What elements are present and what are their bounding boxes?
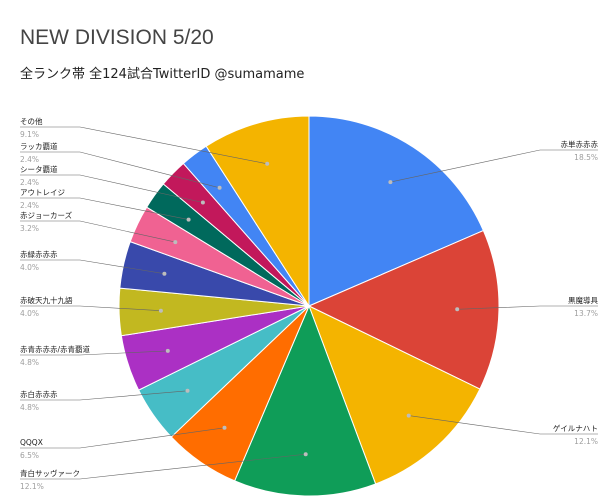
slice-percent-1: 13.7% xyxy=(574,309,598,318)
leader-line-4 xyxy=(20,427,225,449)
leader-dot-9 xyxy=(173,240,178,245)
slice-percent-5: 4.8% xyxy=(20,403,39,412)
slice-label-8: 赤緑赤赤赤 xyxy=(20,249,58,259)
leader-dot-5 xyxy=(185,388,190,393)
leader-dot-3 xyxy=(303,452,308,457)
slice-percent-0: 18.5% xyxy=(574,153,598,162)
slice-percent-7: 4.0% xyxy=(20,309,39,318)
slice-percent-8: 4.0% xyxy=(20,263,39,272)
slice-percent-4: 6.5% xyxy=(20,451,39,460)
leader-line-7 xyxy=(20,305,161,311)
pie-slice-2[interactable] xyxy=(308,305,481,485)
leader-dot-1 xyxy=(455,307,460,312)
leader-dot-8 xyxy=(162,271,167,276)
chart-title: NEW DIVISION 5/20 xyxy=(20,26,214,49)
leader-line-1 xyxy=(457,305,598,310)
leader-line-12 xyxy=(20,151,220,189)
leader-dot-12 xyxy=(217,185,222,190)
leader-line-5 xyxy=(20,390,188,401)
leader-dot-13 xyxy=(265,161,270,166)
slice-percent-2: 12.1% xyxy=(574,437,598,446)
leader-line-13 xyxy=(20,126,268,165)
leader-line-2 xyxy=(408,415,598,435)
leader-line-0 xyxy=(390,149,598,183)
pie-slices xyxy=(118,115,500,497)
slice-percent-6: 4.8% xyxy=(20,358,39,367)
leader-line-6 xyxy=(20,350,168,356)
slice-label-5: 赤白赤赤赤 xyxy=(20,389,58,399)
slice-percent-9: 3.2% xyxy=(20,224,39,233)
leader-dot-7 xyxy=(158,308,163,313)
leader-line-11 xyxy=(20,174,203,203)
slice-label-4: QQQX xyxy=(20,438,43,447)
slice-label-13: その他 xyxy=(20,116,43,126)
slice-label-6: 赤青赤赤赤/赤青覇道 xyxy=(20,344,91,354)
slice-percent-10: 2.4% xyxy=(20,201,39,210)
slice-label-1: 黒魔導具 xyxy=(568,295,598,305)
slice-label-12: ラッカ覇道 xyxy=(20,141,58,151)
leader-line-3 xyxy=(20,453,306,480)
pie-labels: 赤単赤赤赤 18.5% 黒魔導具 13.7% ゲイルナハト 12.1% 青白サッヴァーク 12… xyxy=(20,116,598,491)
slice-label-3: 青白サッヴァーク xyxy=(20,468,80,478)
slice-label-7: 赤破天九十九語 xyxy=(20,295,73,305)
slice-percent-13: 9.1% xyxy=(20,130,39,139)
leader-dot-6 xyxy=(165,348,170,353)
leader-dot-11 xyxy=(200,200,205,205)
slice-percent-11: 2.4% xyxy=(20,178,39,187)
pie-slice-3[interactable] xyxy=(233,304,377,497)
pie-slice-1[interactable] xyxy=(307,229,500,390)
slice-label-0: 赤単赤赤赤 xyxy=(561,139,599,149)
slice-percent-3: 12.1% xyxy=(20,482,44,491)
leader-dot-2 xyxy=(406,413,411,418)
slice-label-2: ゲイルナハト xyxy=(553,424,598,433)
slice-label-9: 赤ジョーカーズ xyxy=(20,210,73,220)
slice-label-11: シータ覇道 xyxy=(20,164,58,174)
pie-slice-13[interactable] xyxy=(205,115,310,308)
chart-subtitle: 全ランク帯 全124試合TwitterID @sumamame xyxy=(20,67,305,82)
slice-percent-12: 2.4% xyxy=(20,155,39,164)
leader-dot-10 xyxy=(186,217,191,222)
leader-line-10 xyxy=(20,197,189,220)
slice-label-10: アウトレイジ xyxy=(20,188,65,197)
leader-dot-0 xyxy=(388,180,393,185)
leader-dot-4 xyxy=(222,425,227,430)
leader-line-8 xyxy=(20,259,165,274)
leader-line-9 xyxy=(20,220,176,243)
pie-slice-0[interactable] xyxy=(308,115,485,307)
